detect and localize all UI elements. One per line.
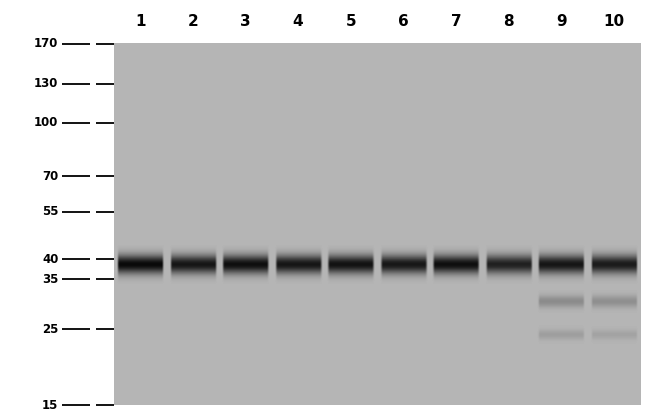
Text: 40: 40 — [42, 253, 58, 266]
Text: 8: 8 — [503, 14, 514, 29]
Text: 3: 3 — [240, 14, 251, 29]
Text: 35: 35 — [42, 273, 58, 286]
Text: 6: 6 — [398, 14, 409, 29]
Text: 25: 25 — [42, 323, 58, 336]
Text: 130: 130 — [34, 77, 58, 90]
Text: 100: 100 — [34, 117, 58, 130]
Text: 7: 7 — [450, 14, 462, 29]
Text: 70: 70 — [42, 170, 58, 183]
Text: 4: 4 — [292, 14, 304, 29]
Text: 5: 5 — [345, 14, 356, 29]
Text: 10: 10 — [603, 14, 624, 29]
Text: 15: 15 — [42, 399, 58, 412]
Text: 1: 1 — [135, 14, 146, 29]
Text: 2: 2 — [187, 14, 198, 29]
Text: 55: 55 — [42, 206, 58, 219]
Text: 9: 9 — [556, 14, 566, 29]
Text: 170: 170 — [34, 37, 58, 51]
